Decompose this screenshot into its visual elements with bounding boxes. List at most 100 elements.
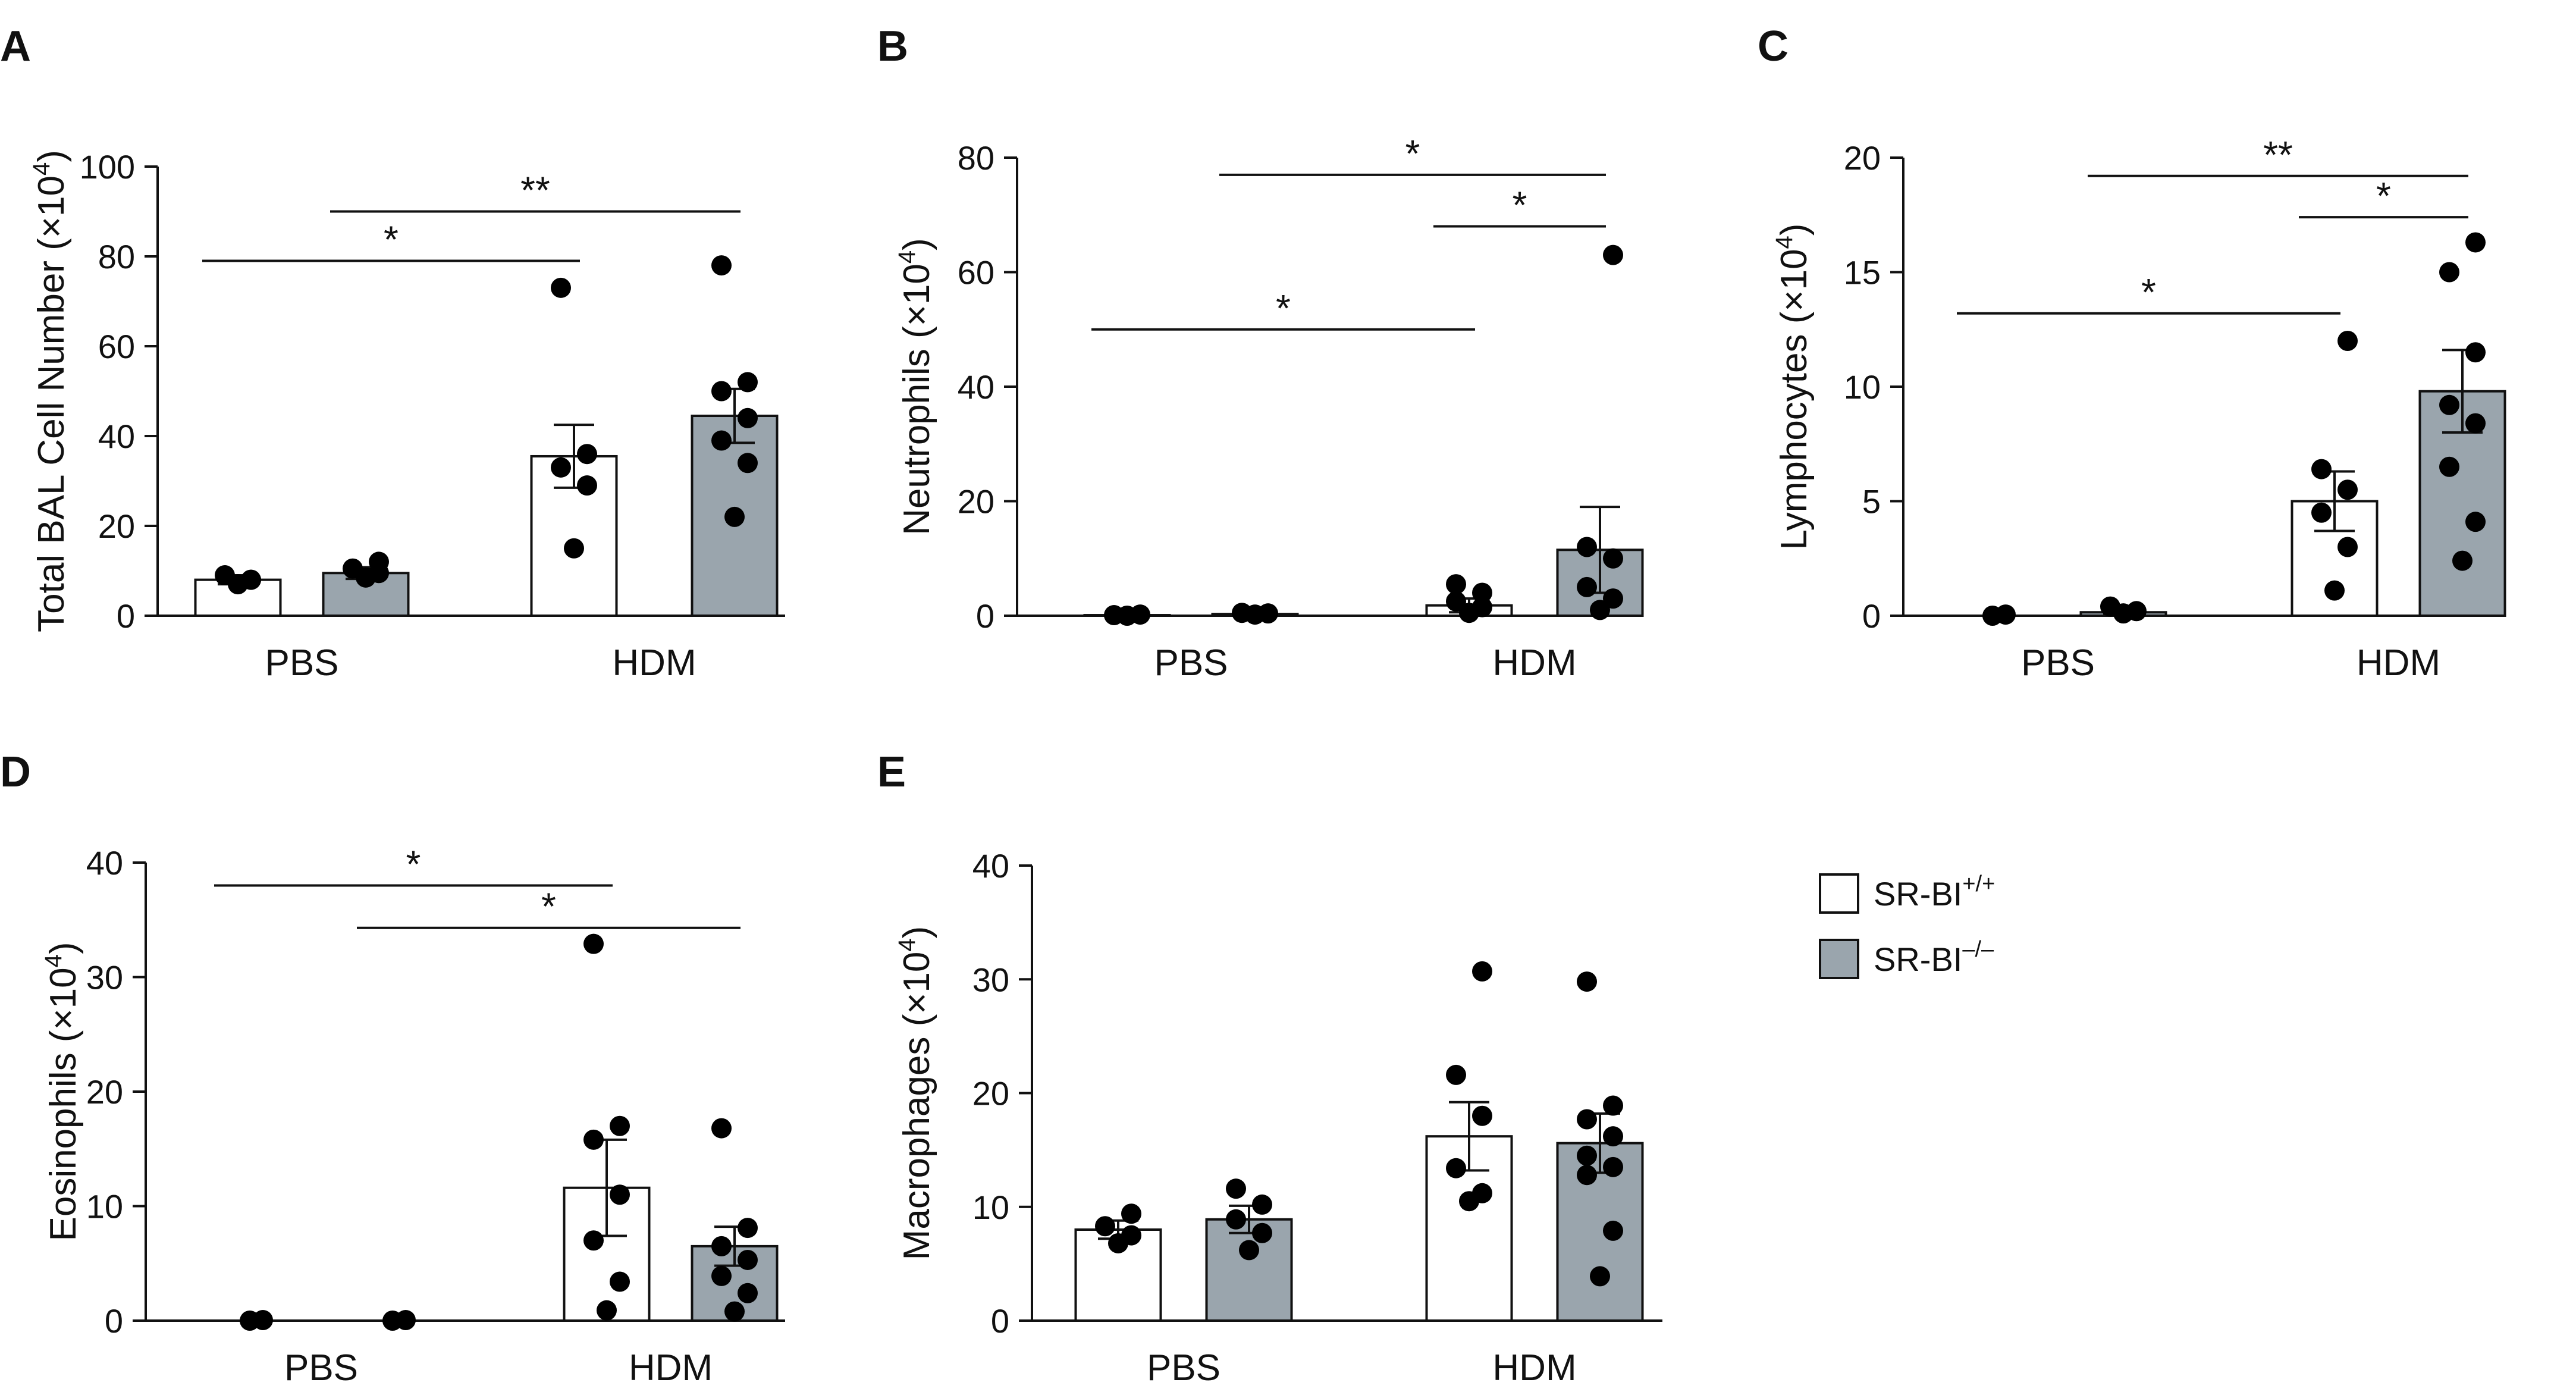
x-category-label: PBS: [1147, 1347, 1220, 1388]
significance-label: *: [541, 885, 556, 928]
data-point: [551, 277, 571, 298]
data-point: [551, 457, 571, 478]
data-point: [1121, 1203, 1141, 1224]
x-category-label: PBS: [1154, 642, 1228, 684]
data-point: [253, 1310, 273, 1331]
y-tick-label: 20: [1844, 139, 1881, 177]
significance-label: *: [1276, 287, 1291, 330]
data-point: [738, 372, 758, 393]
data-point: [610, 1271, 630, 1292]
y-tick-label: 0: [976, 597, 994, 635]
y-tick-label: 60: [958, 254, 994, 291]
y-axis-label-superscript: 4: [1771, 236, 1797, 249]
data-point: [1095, 1216, 1115, 1237]
data-point: [597, 1300, 617, 1321]
panel-b: B 0 20 40 60 80 Neutrophils (×104) PBS HDM * * *: [877, 23, 1644, 684]
data-point: [1590, 1266, 1610, 1287]
panel-label: B: [877, 23, 908, 70]
significance-label: *: [1405, 132, 1420, 175]
y-tick-label: 5: [1862, 483, 1881, 521]
y-axis-label-close: ): [896, 238, 937, 250]
bar: [322, 572, 410, 617]
data-point: [2324, 580, 2345, 601]
y-tick-label: 30: [86, 959, 123, 996]
y-axis-label-text: Eosinophils (×10: [43, 967, 84, 1241]
data-point: [738, 1249, 758, 1270]
data-point: [1226, 1178, 1246, 1199]
data-point: [2439, 262, 2459, 283]
data-point: [1472, 1105, 1492, 1126]
y-axis-label-text: Lymphocytes (×10: [1774, 249, 1815, 550]
data-point: [1446, 1158, 1466, 1178]
data-point: [1252, 1222, 1272, 1243]
data-point: [564, 538, 584, 559]
significance-label: **: [520, 169, 550, 212]
data-point: [1130, 604, 1150, 625]
data-point: [610, 1184, 630, 1205]
data-point: [1603, 548, 1623, 569]
y-tick-label: 10: [1844, 368, 1881, 406]
data-point: [1239, 1240, 1259, 1261]
y-axis-label: Total BAL Cell Number (×104): [29, 150, 72, 632]
significance-label: *: [384, 218, 399, 261]
panel-label: A: [0, 23, 31, 70]
data-point: [1603, 1156, 1623, 1177]
y-tick-label: 10: [972, 1189, 1009, 1226]
y-tick-label: 10: [86, 1188, 123, 1225]
y-tick-label: 60: [98, 328, 135, 365]
x-category-label: HDM: [2357, 642, 2440, 684]
data-point: [1226, 1209, 1246, 1230]
y-axis-label: Macrophages (×104): [894, 926, 937, 1261]
y-tick-label: 0: [991, 1302, 1009, 1340]
legend-swatch: [1819, 873, 1859, 914]
data-point: [2311, 459, 2332, 479]
data-point: [1577, 1165, 1597, 1186]
y-axis-label-text: Total BAL Cell Number (×10: [31, 175, 72, 632]
y-axis-label-close: ): [43, 942, 84, 954]
y-axis-label-superscript: 4: [29, 162, 55, 175]
data-point: [1577, 537, 1597, 557]
data-point: [2337, 537, 2358, 557]
y-axis-label-superscript: 4: [894, 250, 920, 264]
data-point: [1590, 600, 1610, 620]
y-tick-label: 40: [98, 418, 135, 455]
significance-label: *: [406, 843, 421, 886]
data-point: [396, 1310, 416, 1331]
data-point: [2337, 479, 2358, 500]
data-point: [711, 430, 732, 451]
data-point: [2439, 394, 2459, 415]
data-point: [2465, 342, 2486, 363]
y-axis-label-text: Macrophages (×10: [896, 952, 937, 1261]
y-tick-label: 20: [972, 1075, 1009, 1112]
legend-label-text: SR-BI: [1874, 875, 1962, 913]
panel-d: D 0 10 20 30 40 Eosinophils (×104) PBS HDM * *: [0, 748, 785, 1388]
data-point: [1258, 603, 1278, 624]
y-axis-label-close: ): [31, 150, 72, 162]
y-tick-label: 20: [98, 507, 135, 545]
data-point: [2439, 456, 2459, 477]
data-point: [1577, 1145, 1597, 1166]
significance-label: *: [1513, 184, 1527, 227]
legend-swatch: [1819, 939, 1859, 979]
y-axis-label: Eosinophils (×104): [40, 942, 84, 1241]
data-point: [738, 1283, 758, 1303]
data-point: [1577, 1109, 1597, 1130]
y-axis-label: Lymphocytes (×104): [1771, 224, 1815, 550]
data-point: [2100, 596, 2120, 617]
significance-label: **: [2263, 133, 2293, 176]
data-point: [711, 1236, 732, 1256]
data-point: [1472, 1183, 1492, 1203]
x-category-label: PBS: [2021, 642, 2095, 684]
data-point: [2311, 502, 2332, 523]
data-point: [1472, 961, 1492, 982]
y-axis-label: Neutrophils (×104): [894, 238, 937, 535]
data-point: [1472, 582, 1492, 603]
data-point: [369, 551, 389, 572]
x-category-label: PBS: [265, 642, 338, 684]
bar: [1205, 1218, 1293, 1322]
data-point: [724, 506, 745, 527]
y-axis-label-superscript: 4: [894, 938, 920, 951]
panel-label: D: [0, 748, 31, 796]
data-point: [1603, 1220, 1623, 1241]
